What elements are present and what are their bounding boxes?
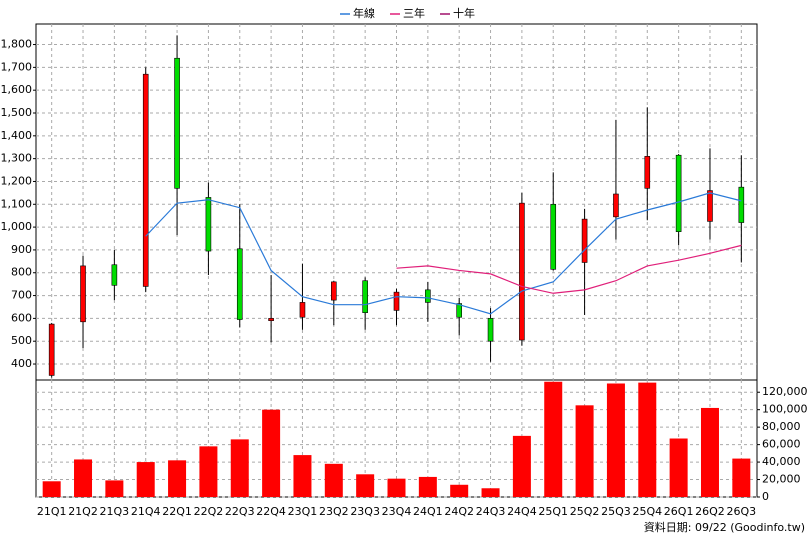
x-tick-label: 22Q3	[225, 505, 255, 518]
candle-body	[142, 73, 149, 287]
candle-body	[675, 154, 682, 232]
candle-body	[174, 57, 180, 189]
volume-bar	[544, 381, 563, 497]
y-tick-label: 1,400	[1, 129, 33, 142]
x-tick-label: 23Q1	[288, 505, 318, 518]
y-tick-label: 1,200	[1, 174, 33, 187]
volume-bar	[575, 405, 594, 497]
x-tick-label: 22Q2	[194, 505, 224, 518]
x-tick-label: 26Q2	[695, 505, 725, 518]
legend-label: 年線	[353, 6, 375, 20]
y-tick-label: 100,000	[762, 403, 808, 416]
x-tick-label: 23Q4	[382, 505, 412, 518]
x-tick-label: 22Q1	[162, 505, 192, 518]
candle-body	[456, 303, 462, 318]
volume-bar	[74, 459, 93, 497]
x-tick-label: 26Q1	[664, 505, 694, 518]
y-tick-label: 500	[11, 334, 32, 347]
y-tick-label: 900	[11, 243, 32, 256]
y-tick-label: 800	[11, 266, 32, 279]
candle-body	[644, 156, 651, 189]
candle-body	[111, 264, 118, 286]
volume-bar	[481, 488, 500, 497]
candle-body	[707, 190, 713, 222]
volume-bar	[638, 382, 657, 497]
legend-label: 三年	[403, 6, 425, 20]
volume-bar	[168, 460, 187, 497]
volume-bar	[262, 409, 281, 497]
candle-body	[299, 302, 306, 318]
candle-body	[80, 265, 86, 323]
volume-bar	[387, 478, 406, 497]
x-tick-label: 24Q1	[413, 505, 443, 518]
x-tick-label: 21Q4	[131, 505, 161, 518]
volume-bar	[732, 458, 751, 497]
candle-body	[393, 291, 400, 311]
candle-body	[425, 289, 431, 303]
x-tick-label: 21Q2	[68, 505, 98, 518]
line-series	[145, 192, 742, 315]
y-tick-label: 120,000	[762, 385, 808, 398]
legend-label: 十年	[453, 6, 475, 20]
y-tick-label: 1,100	[1, 197, 33, 210]
x-tick-label: 25Q2	[570, 505, 600, 518]
y-tick-label: 1,500	[1, 106, 33, 119]
x-tick-label: 21Q1	[37, 505, 67, 518]
y-tick-label: 700	[11, 289, 32, 302]
volume-bar	[105, 480, 124, 497]
y-tick-label: 40,000	[762, 455, 801, 468]
candle-body	[581, 218, 588, 263]
volume-bar	[136, 462, 155, 497]
y-tick-label: 1,000	[1, 220, 33, 233]
volume-bar	[700, 407, 719, 497]
x-tick-label: 26Q3	[726, 505, 756, 518]
volume-bar	[356, 474, 375, 497]
x-tick-label: 24Q2	[444, 505, 474, 518]
y-tick-label: 60,000	[762, 438, 801, 451]
candle-body	[268, 318, 274, 321]
volume-bar	[293, 455, 312, 497]
volume-bar	[230, 439, 249, 497]
candle-body	[48, 323, 55, 376]
candle-body	[331, 281, 337, 301]
volume-bar	[418, 476, 437, 497]
y-tick-label: 1,300	[1, 152, 33, 165]
y-tick-label: 0	[762, 490, 769, 503]
x-tick-label: 25Q3	[601, 505, 631, 518]
volume-bar	[512, 435, 531, 497]
candle-body	[519, 202, 525, 341]
x-tick-label: 22Q4	[256, 505, 286, 518]
y-tick-label: 400	[11, 357, 32, 370]
candle-body	[613, 193, 619, 218]
line-series	[396, 244, 742, 294]
candle-body	[738, 186, 745, 223]
y-tick-label: 20,000	[762, 473, 801, 486]
x-tick-label: 24Q4	[507, 505, 537, 518]
x-tick-label: 25Q4	[632, 505, 662, 518]
candle-body	[236, 248, 243, 320]
y-tick-label: 600	[11, 311, 32, 324]
candle-body	[550, 203, 557, 270]
y-tick-label: 1,700	[1, 60, 33, 73]
volume-bar	[669, 438, 688, 497]
volume-bar	[42, 481, 61, 497]
x-tick-label: 21Q3	[100, 505, 130, 518]
volume-bar	[199, 446, 218, 497]
x-tick-label: 24Q3	[476, 505, 506, 518]
y-tick-label: 1,600	[1, 83, 33, 96]
candle-body	[362, 280, 368, 313]
candle-body	[487, 318, 494, 342]
volume-bar	[606, 383, 625, 497]
y-tick-label: 80,000	[762, 420, 801, 433]
footer: 資料日期: 09/22 (Goodinfo.tw)	[644, 520, 805, 534]
volume-bar	[450, 484, 469, 497]
x-tick-label: 23Q2	[319, 505, 349, 518]
y-tick-label: 1,800	[1, 38, 33, 51]
x-tick-label: 25Q1	[538, 505, 568, 518]
volume-bar	[324, 463, 343, 497]
x-tick-label: 23Q3	[350, 505, 380, 518]
candle-body	[205, 197, 212, 252]
